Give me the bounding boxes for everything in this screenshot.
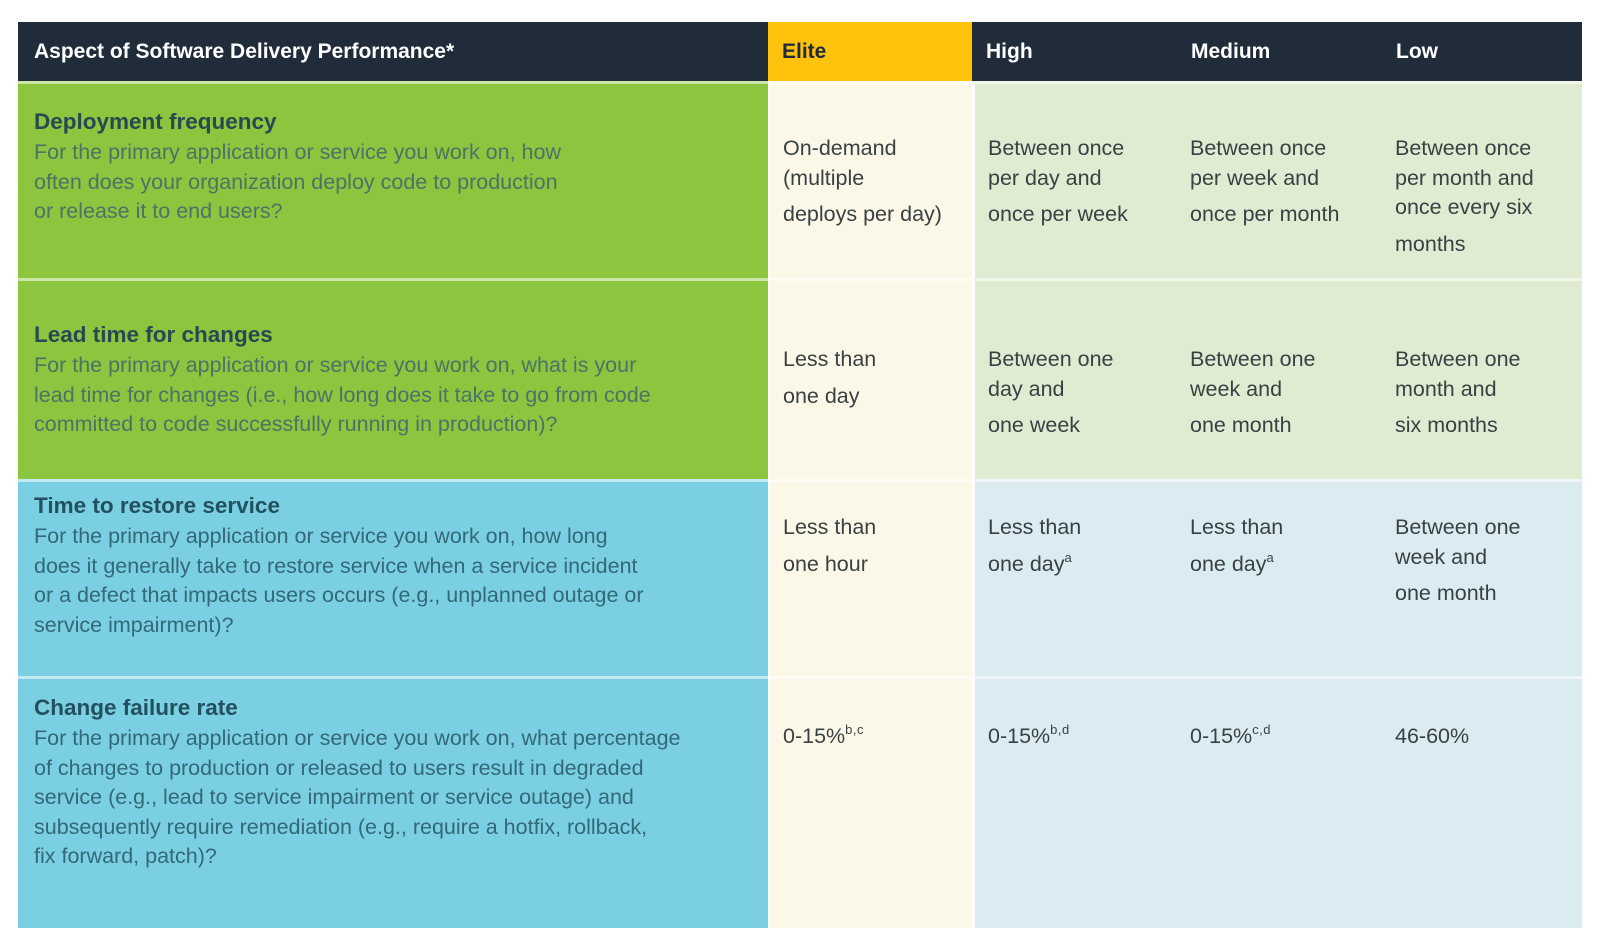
column-header-low: Low (1382, 22, 1582, 81)
row-description: For the primary application or service y… (34, 140, 561, 223)
footnote-marker: c,d (1252, 722, 1271, 737)
value-text: Between one week and one month (1190, 347, 1316, 437)
value-text: 46-60% (1395, 724, 1470, 748)
row-description: For the primary application or service y… (34, 524, 644, 637)
value-leadtime-medium: Between one week and one month (1177, 278, 1382, 479)
value-text: 0-15% (988, 724, 1051, 748)
value-restore-elite: Less than one hour (768, 479, 972, 676)
value-leadtime-low: Between one month and six months (1382, 278, 1582, 479)
value-deployment-medium: Between once per week and once per month (1177, 81, 1382, 278)
aspect-cell-deployment-frequency: Deployment frequency For the primary app… (18, 81, 768, 278)
value-deployment-high: Between once per day and once per week (972, 81, 1177, 278)
row-title: Deployment frequency (34, 109, 277, 134)
value-deployment-low: Between once per month and once every si… (1382, 81, 1582, 278)
value-cfr-medium: 0-15%c,d (1177, 676, 1382, 928)
value-text: Between one day and one week (988, 347, 1114, 437)
footnote-marker: b,d (1050, 722, 1070, 737)
value-restore-low: Between one week and one month (1382, 479, 1582, 676)
value-text: Between once per day and once per week (988, 136, 1128, 226)
value-text: Less than one day (1190, 515, 1284, 576)
value-leadtime-high: Between one day and one week (972, 278, 1177, 479)
value-cfr-low: 46-60% (1382, 676, 1582, 928)
aspect-cell-change-failure-rate: Change failure rate For the primary appl… (18, 676, 768, 928)
row-title: Time to restore service (34, 493, 280, 518)
software-delivery-performance-table: Aspect of Software Delivery Performance*… (18, 22, 1582, 928)
value-restore-medium: Less than one daya (1177, 479, 1382, 676)
footnote-marker: a (1064, 549, 1073, 565)
value-deployment-elite: On-demand (multiple deploys per day) (768, 81, 972, 278)
value-cfr-elite: 0-15%b,c (768, 676, 972, 928)
value-leadtime-elite: Less than one day (768, 278, 972, 479)
value-text: 0-15% (783, 724, 846, 748)
row-title: Change failure rate (34, 695, 238, 720)
value-restore-high: Less than one daya (972, 479, 1177, 676)
column-header-high: High (972, 22, 1177, 81)
row-title: Lead time for changes (34, 322, 273, 347)
value-text: Less than one day (988, 515, 1082, 576)
column-header-medium: Medium (1177, 22, 1382, 81)
value-cfr-high: 0-15%b,d (972, 676, 1177, 928)
value-text: Between once per week and once per month (1190, 136, 1340, 226)
value-text: Between one month and six months (1395, 347, 1521, 437)
column-header-elite: Elite (768, 22, 972, 81)
row-description: For the primary application or service y… (34, 726, 681, 868)
aspect-cell-time-to-restore: Time to restore service For the primary … (18, 479, 768, 676)
value-text: 0-15% (1190, 724, 1253, 748)
value-text: On-demand (multiple deploys per day) (783, 136, 942, 226)
footnote-marker: b,c (845, 722, 864, 737)
value-text: Between one week and one month (1395, 515, 1521, 605)
aspect-cell-lead-time: Lead time for changes For the primary ap… (18, 278, 768, 479)
value-text: Less than one hour (783, 515, 877, 576)
value-text: Less than one day (783, 347, 877, 408)
value-text: Between once per month and once every si… (1395, 136, 1534, 256)
footnote-marker: a (1266, 549, 1275, 565)
column-header-aspect: Aspect of Software Delivery Performance* (18, 22, 768, 81)
row-description: For the primary application or service y… (34, 353, 651, 436)
